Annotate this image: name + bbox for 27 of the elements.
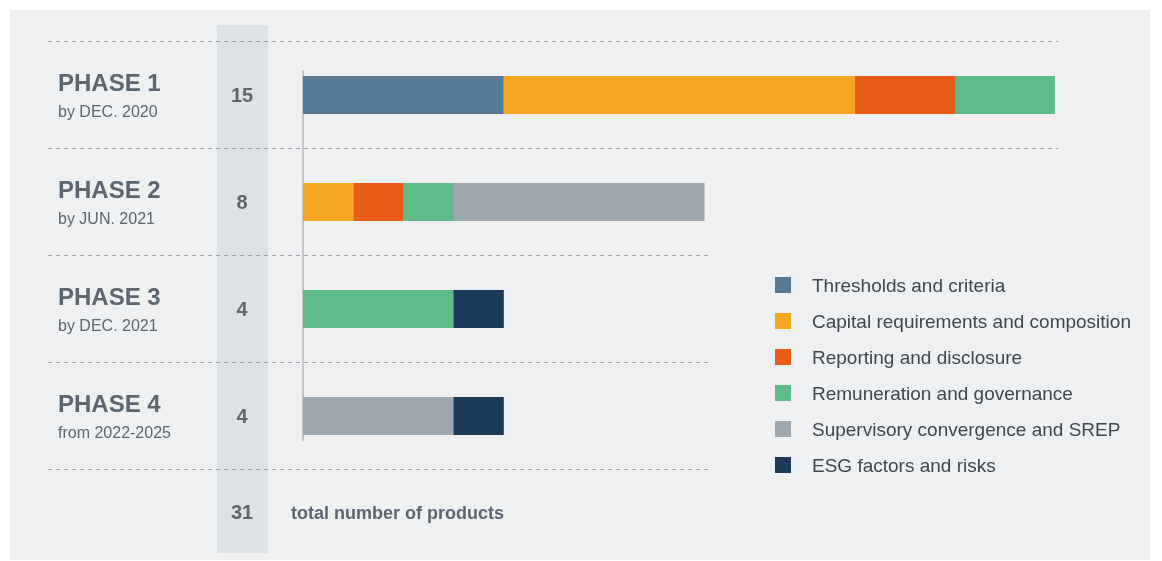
bar xyxy=(303,183,354,221)
bar xyxy=(353,183,404,221)
legend-label: ESG factors and risks xyxy=(812,455,996,476)
bar xyxy=(453,290,504,328)
text: 15 xyxy=(230,84,254,106)
bar xyxy=(303,290,454,328)
text: 4 xyxy=(236,298,249,320)
text: total number of products xyxy=(291,503,504,523)
legend-label: Thresholds and criteria xyxy=(812,275,1006,296)
y-tick-label: PHASE 1 by DEC. 2020 xyxy=(58,69,161,120)
text: 8 xyxy=(236,191,248,213)
legend-label: Capital requirements and composition xyxy=(812,311,1131,332)
text: 31 xyxy=(230,501,254,523)
y-tick-label: PHASE 4 from 2022-2025 xyxy=(58,390,172,441)
legend-label: Remuneration and governance xyxy=(812,383,1073,404)
bar xyxy=(503,76,855,114)
bar xyxy=(954,76,1055,114)
bar xyxy=(454,183,705,221)
legend-label: Reporting and disclosure xyxy=(812,347,1023,368)
bar xyxy=(854,76,955,114)
bar xyxy=(453,397,504,435)
legend-label: Supervisory convergence and SREP xyxy=(812,419,1121,440)
y-tick-label: PHASE 3 by DEC. 2021 xyxy=(58,283,161,334)
bar xyxy=(403,183,455,221)
bar xyxy=(303,76,504,114)
y-tick-label: PHASE 2 by JUN. 2021 xyxy=(58,176,161,227)
text: 4 xyxy=(236,405,249,427)
